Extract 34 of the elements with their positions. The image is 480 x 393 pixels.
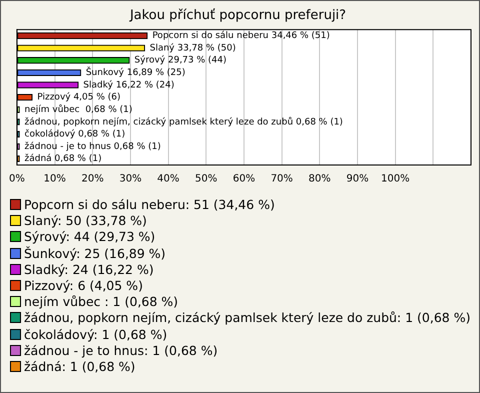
category-label: žádnou, popkorn nejím, cizácký pamlsek který leze do zubů 0,68 % (1) xyxy=(24,117,343,128)
text: Pizzový: 6 (4,05 %) xyxy=(24,278,143,294)
text: žádná: 1 (0,68 %) xyxy=(24,359,136,374)
text: čokoládový: 1 (0,68 %) xyxy=(24,326,168,342)
x-tick-label: 60% xyxy=(232,174,256,185)
x-tick-label: 100% xyxy=(381,174,410,185)
x-tick-label: 40% xyxy=(157,174,180,185)
x-tick-label: 30% xyxy=(119,174,142,185)
category-label: Pizzový 4,05 % (6) xyxy=(37,92,121,103)
text: žádnou - je to hnus: 1 (0,68 %) xyxy=(24,342,218,358)
x-tick-label: 20% xyxy=(81,174,104,185)
text: žádnou, popkorn nejím, cizácký pamlsek který leze do zubů: 1 (0,68 %) xyxy=(24,310,470,326)
category-label: čokoládový 0,68 % (1) xyxy=(24,130,126,140)
text: Popcorn si do sálu neberu: 51 (34,46 %) xyxy=(24,197,275,212)
text: Slaný: 50 (33,78 %) xyxy=(24,213,147,228)
x-tick-label: 50% xyxy=(195,174,218,185)
x-tick-label: 80% xyxy=(308,174,331,185)
text: Šunkový: 25 (16,89 %) xyxy=(24,246,166,261)
category-label: Šunkový 16,89 % (25) xyxy=(86,68,186,78)
text: nejím vůbec : 1 (0,68 %) xyxy=(24,294,178,310)
category-label: Sýrový 29,73 % (44) xyxy=(134,56,227,66)
category-label: Slaný 33,78 % (50) xyxy=(150,43,236,54)
text: Sladký: 24 (16,22 %) xyxy=(24,262,154,277)
x-tick-label: 10% xyxy=(44,174,66,185)
x-tick-label: 0% xyxy=(8,174,25,185)
chart-title: Jakou příchuť popcornu preferuji? xyxy=(128,8,346,24)
x-tick-label: 70% xyxy=(270,174,293,185)
category-label: Popcorn si do sálu neberu 34,46 % (51) xyxy=(152,31,330,42)
category-label: žádnou - je to hnus 0,68 % (1) xyxy=(24,142,161,152)
category-label: žádná 0,68 % (1) xyxy=(24,154,102,164)
category-label: Sladký 16,22 % (24) xyxy=(83,80,174,90)
x-tick-label: 90% xyxy=(346,174,369,185)
category-label: nejím vůbec 0,68 % (1) xyxy=(24,104,132,115)
text: Sýrový: 44 (29,73 %) xyxy=(24,229,156,244)
